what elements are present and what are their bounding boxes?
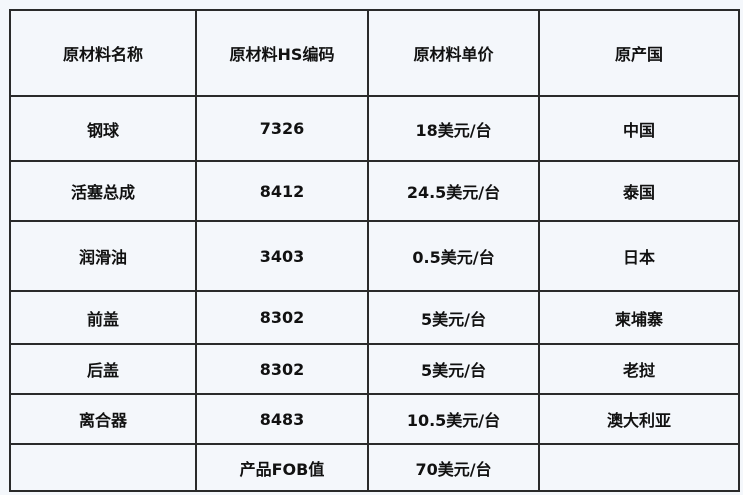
cell-hs-code: 3403 xyxy=(195,220,369,292)
cell-material-name: 后盖 xyxy=(9,343,197,395)
cell-hs-code: 8483 xyxy=(195,393,369,445)
table-row: 润滑油 3403 0.5美元/台 日本 xyxy=(9,220,740,292)
table-row: 后盖 8302 5美元/台 老挝 xyxy=(9,343,740,395)
cell-origin: 泰国 xyxy=(538,160,740,222)
table-row: 产品FOB值 70美元/台 xyxy=(9,443,740,492)
table-row: 前盖 8302 5美元/台 柬埔寨 xyxy=(9,290,740,345)
cell-origin: 老挝 xyxy=(538,343,740,395)
header-hs-code: 原材料HS编码 xyxy=(195,9,369,97)
cell-material-name: 润滑油 xyxy=(9,220,197,292)
table-row: 钢球 7326 18美元/台 中国 xyxy=(9,95,740,162)
cell-unit-price: 5美元/台 xyxy=(367,290,540,345)
table-row: 活塞总成 8412 24.5美元/台 泰国 xyxy=(9,160,740,222)
cell-origin xyxy=(538,443,740,492)
cell-unit-price: 5美元/台 xyxy=(367,343,540,395)
cell-unit-price: 10.5美元/台 xyxy=(367,393,540,445)
header-origin: 原产国 xyxy=(538,9,740,97)
table-row: 离合器 8483 10.5美元/台 澳大利亚 xyxy=(9,393,740,445)
cell-hs-code: 产品FOB值 xyxy=(195,443,369,492)
cell-hs-code: 8412 xyxy=(195,160,369,222)
cell-material-name xyxy=(9,443,197,492)
cell-origin: 中国 xyxy=(538,95,740,162)
cell-origin: 日本 xyxy=(538,220,740,292)
cell-material-name: 离合器 xyxy=(9,393,197,445)
header-unit-price: 原材料单价 xyxy=(367,9,540,97)
cell-origin: 澳大利亚 xyxy=(538,393,740,445)
cell-unit-price: 24.5美元/台 xyxy=(367,160,540,222)
cell-origin: 柬埔寨 xyxy=(538,290,740,345)
cell-unit-price: 70美元/台 xyxy=(367,443,540,492)
cell-hs-code: 8302 xyxy=(195,343,369,395)
header-material-name: 原材料名称 xyxy=(9,9,197,97)
materials-table: 原材料名称 原材料HS编码 原材料单价 原产国 钢球 7326 18美元/台 中国 活塞… xyxy=(9,9,740,492)
header-row: 原材料名称 原材料HS编码 原材料单价 原产国 xyxy=(9,9,740,97)
cell-material-name: 活塞总成 xyxy=(9,160,197,222)
cell-material-name: 前盖 xyxy=(9,290,197,345)
cell-unit-price: 0.5美元/台 xyxy=(367,220,540,292)
cell-hs-code: 7326 xyxy=(195,95,369,162)
cell-material-name: 钢球 xyxy=(9,95,197,162)
cell-unit-price: 18美元/台 xyxy=(367,95,540,162)
cell-hs-code: 8302 xyxy=(195,290,369,345)
